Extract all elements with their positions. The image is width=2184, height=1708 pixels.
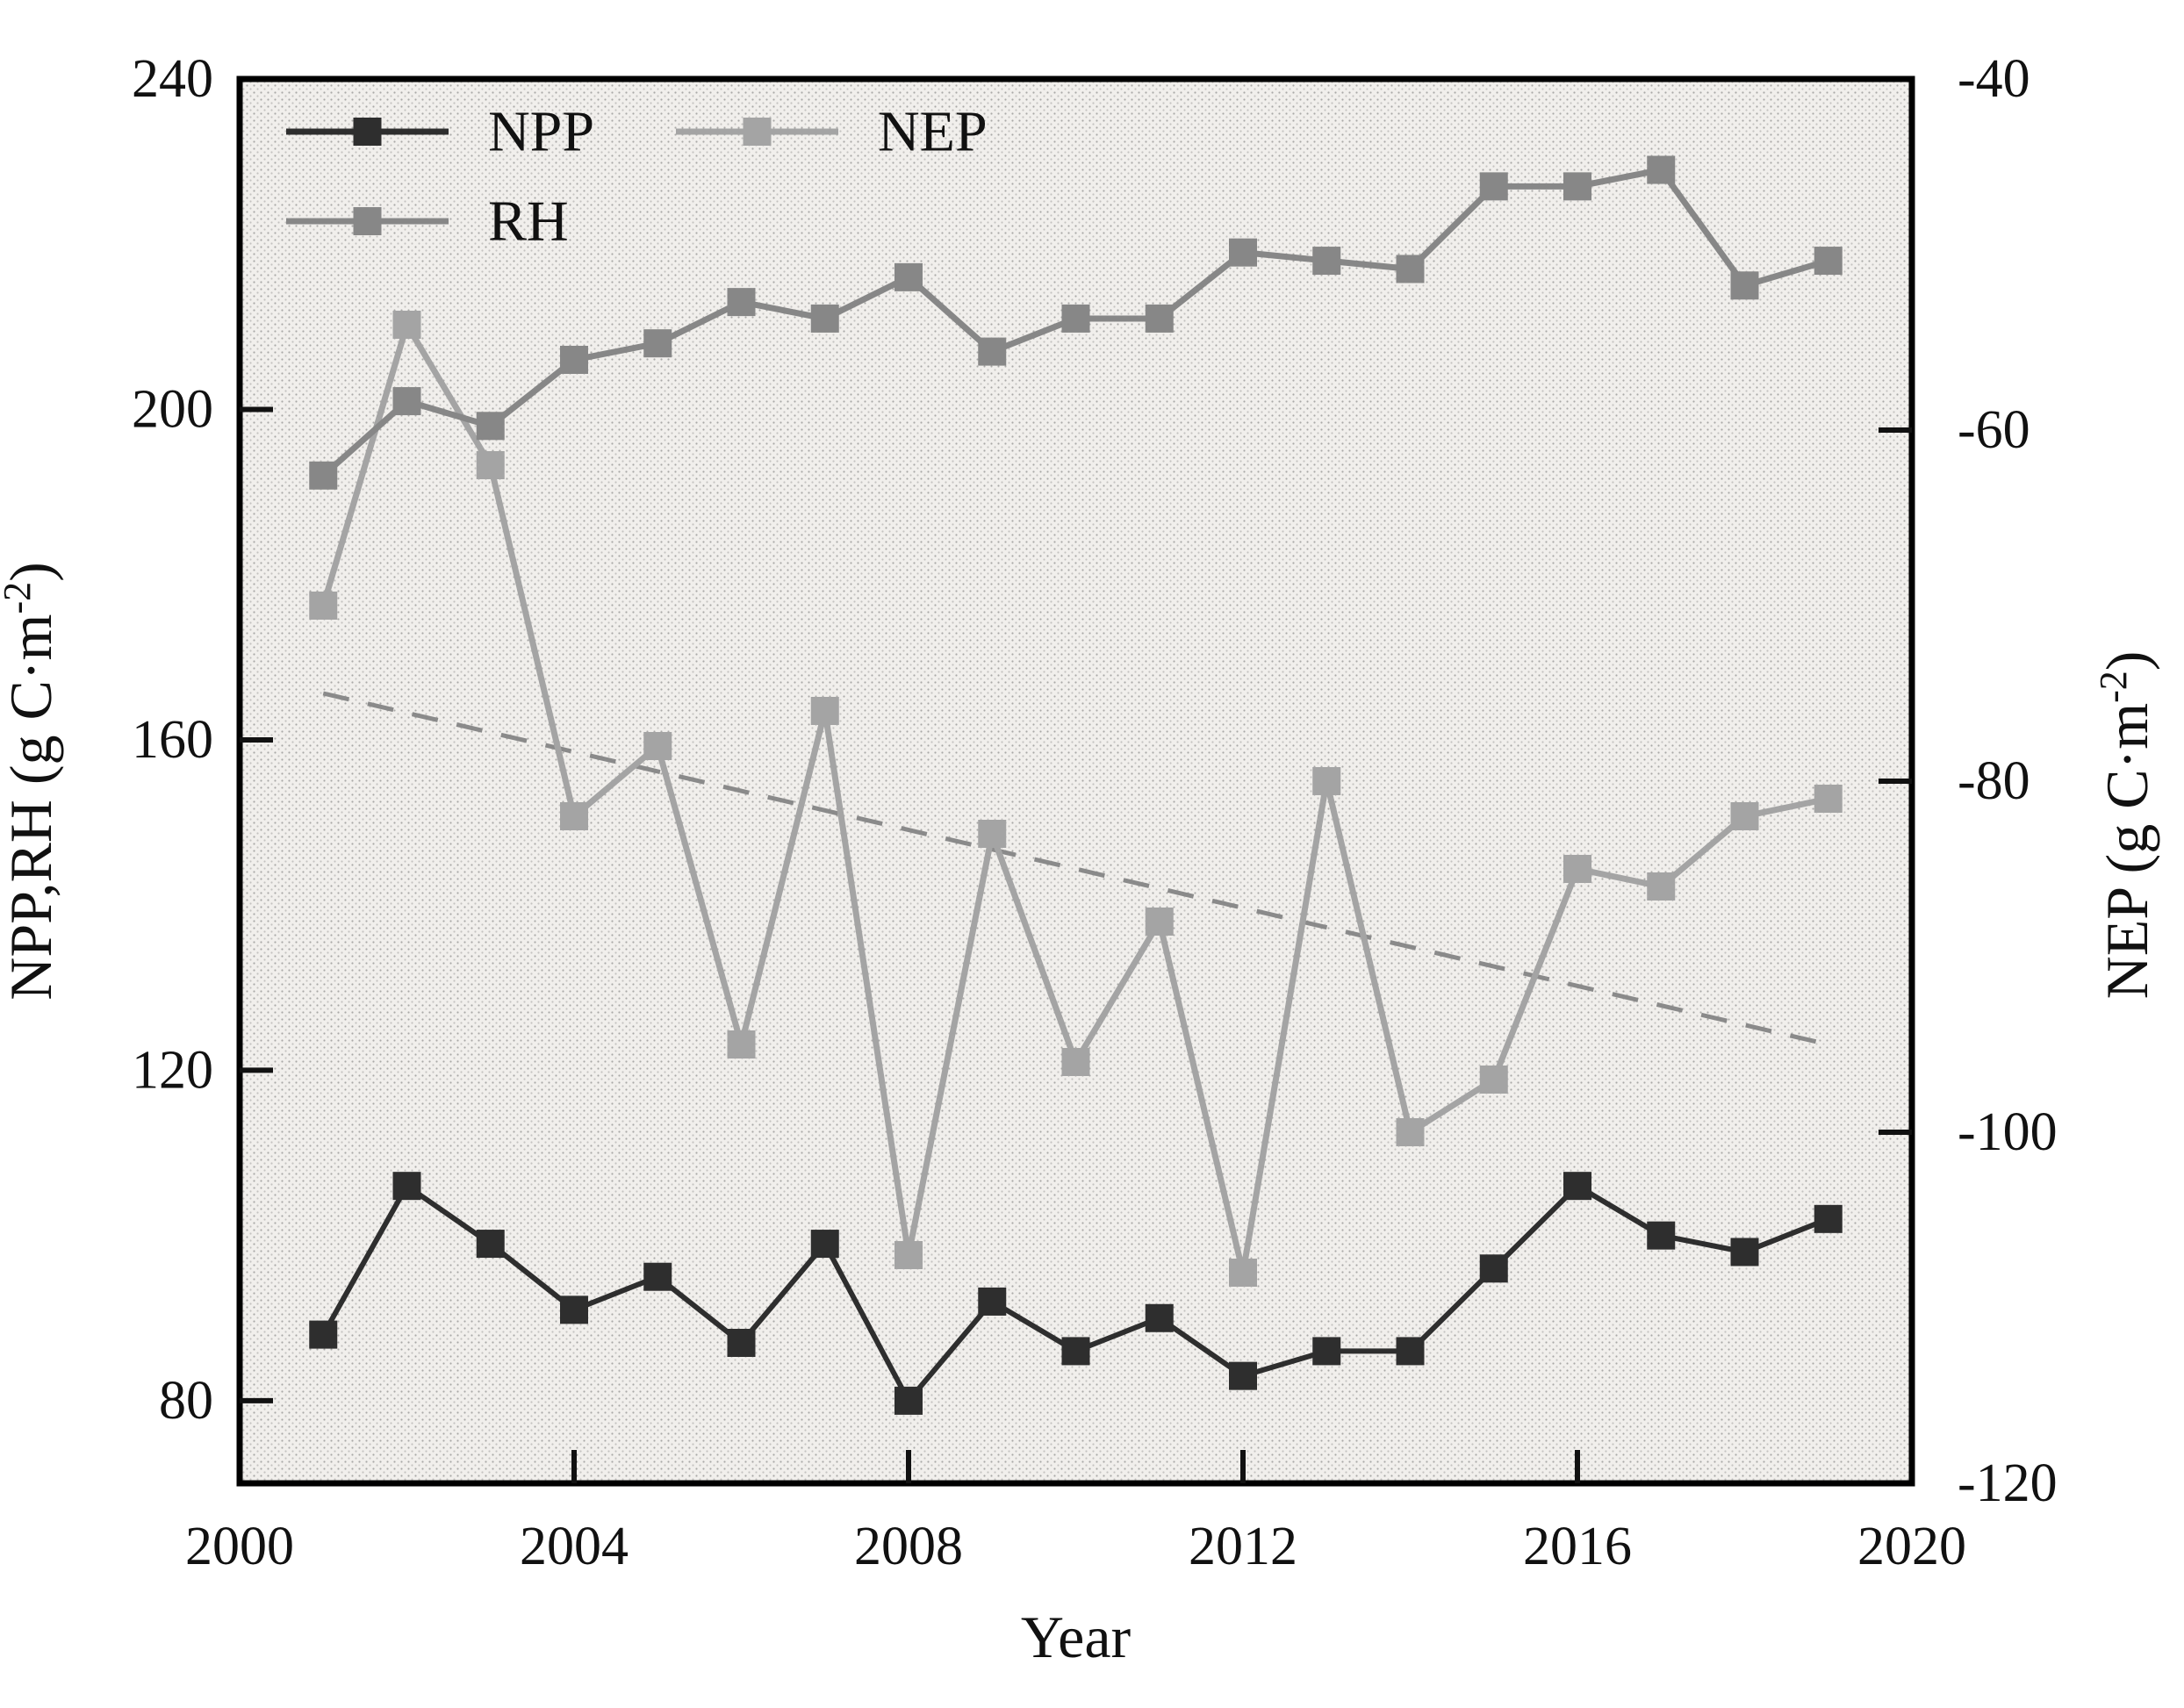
series-nep [309, 311, 1843, 1287]
right-tick-label--120: -120 [1958, 1453, 2058, 1513]
data-point-npp-2007 [810, 1230, 839, 1259]
data-point-rh-2013 [1312, 247, 1341, 276]
data-point-npp-2014 [1396, 1337, 1425, 1366]
left-tick-label-80: 80 [159, 1371, 213, 1431]
data-point-rh-2014 [1396, 255, 1425, 283]
data-point-nep-2019 [1814, 785, 1843, 813]
data-point-rh-2008 [894, 262, 923, 291]
data-point-rh-2001 [309, 461, 338, 490]
data-point-npp-2001 [309, 1320, 338, 1349]
data-point-nep-2015 [1479, 1066, 1508, 1094]
data-point-nep-2018 [1730, 802, 1759, 830]
legend-item-rh: RH [286, 190, 569, 254]
data-point-npp-2003 [476, 1230, 505, 1259]
left-tick-label-240: 240 [132, 49, 213, 109]
series-rh [309, 155, 1843, 490]
data-point-nep-2003 [476, 451, 505, 479]
data-point-rh-2019 [1814, 247, 1843, 276]
data-point-rh-2009 [978, 337, 1007, 366]
data-point-npp-2008 [894, 1386, 923, 1415]
legend-marker-rh [353, 207, 382, 235]
axis-ticks: 240 200 160 120 80 -40 -60 -80 -100 -120 2000 2004 2… [132, 49, 2058, 1576]
data-point-rh-2015 [1479, 172, 1508, 201]
data-point-rh-2012 [1229, 238, 1257, 267]
x-tick-label-2000: 2000 [185, 1517, 294, 1576]
right-axis-title: NEP (g C·m-2) [2092, 651, 2160, 1000]
data-point-npp-2006 [727, 1329, 756, 1357]
data-point-npp-2019 [1814, 1204, 1843, 1233]
right-tick-label--100: -100 [1958, 1102, 2058, 1162]
right-tick-label--60: -60 [1958, 400, 2030, 460]
data-point-nep-2001 [309, 592, 338, 620]
data-point-rh-2003 [476, 412, 505, 441]
legend-marker-npp [353, 118, 382, 146]
data-point-rh-2004 [560, 346, 588, 374]
data-point-nep-2011 [1145, 908, 1174, 936]
data-point-npp-2010 [1061, 1337, 1090, 1366]
data-point-nep-2002 [392, 311, 421, 339]
data-point-nep-2010 [1061, 1048, 1090, 1076]
data-point-nep-2016 [1563, 855, 1591, 883]
data-point-npp-2016 [1563, 1172, 1591, 1201]
legend: NPP NEP RH [286, 100, 988, 254]
data-point-npp-2018 [1730, 1238, 1759, 1267]
data-point-rh-2010 [1061, 304, 1090, 333]
left-tick-label-120: 120 [132, 1040, 213, 1100]
data-point-rh-2018 [1730, 271, 1759, 300]
x-tick-label-2016: 2016 [1523, 1517, 1632, 1576]
legend-label-rh: RH [488, 190, 569, 254]
legend-marker-nep [743, 118, 772, 146]
nep-trendline-dashed [322, 691, 1829, 1047]
legend-label-nep: NEP [878, 100, 988, 164]
legend-item-npp: NPP [286, 100, 594, 164]
right-tick-label--40: -40 [1958, 49, 2030, 109]
data-point-rh-2011 [1145, 304, 1174, 333]
data-point-nep-2017 [1647, 872, 1676, 901]
data-point-npp-2015 [1479, 1254, 1508, 1283]
data-point-nep-2009 [978, 820, 1007, 848]
series-npp [309, 1172, 1843, 1415]
data-point-nep-2013 [1312, 767, 1341, 795]
data-point-rh-2006 [727, 288, 756, 317]
x-tick-label-2004: 2004 [520, 1517, 629, 1576]
left-tick-label-160: 160 [132, 710, 213, 770]
data-point-npp-2002 [392, 1172, 421, 1201]
left-tick-label-200: 200 [132, 379, 213, 439]
data-point-rh-2002 [392, 387, 421, 416]
x-axis-title: Year [1021, 1604, 1132, 1670]
data-point-nep-2005 [643, 732, 672, 760]
data-point-rh-2016 [1563, 172, 1591, 201]
plot-area [240, 79, 1912, 1483]
data-point-nep-2007 [810, 697, 839, 725]
data-point-nep-2014 [1396, 1118, 1425, 1146]
right-tick-label--80: -80 [1958, 751, 2030, 811]
data-point-npp-2013 [1312, 1337, 1341, 1366]
data-point-nep-2008 [894, 1241, 923, 1269]
data-point-npp-2012 [1229, 1361, 1257, 1390]
legend-label-npp: NPP [488, 100, 594, 164]
data-point-rh-2007 [810, 304, 839, 333]
x-tick-label-2020: 2020 [1857, 1517, 1966, 1576]
data-point-npp-2017 [1647, 1221, 1676, 1250]
data-point-rh-2017 [1647, 155, 1676, 184]
left-axis-title: NPP,RH (g C·m-2) [0, 562, 64, 1001]
x-tick-label-2008: 2008 [854, 1517, 963, 1576]
data-point-npp-2009 [978, 1287, 1007, 1316]
data-point-nep-2006 [727, 1030, 756, 1059]
data-point-nep-2012 [1229, 1259, 1257, 1287]
data-point-npp-2011 [1145, 1303, 1174, 1332]
data-point-npp-2005 [643, 1262, 672, 1291]
data-point-nep-2004 [560, 802, 588, 830]
data-point-rh-2005 [643, 329, 672, 358]
legend-item-nep: NEP [676, 100, 988, 164]
data-point-npp-2004 [560, 1295, 588, 1324]
x-tick-label-2012: 2012 [1189, 1517, 1297, 1576]
